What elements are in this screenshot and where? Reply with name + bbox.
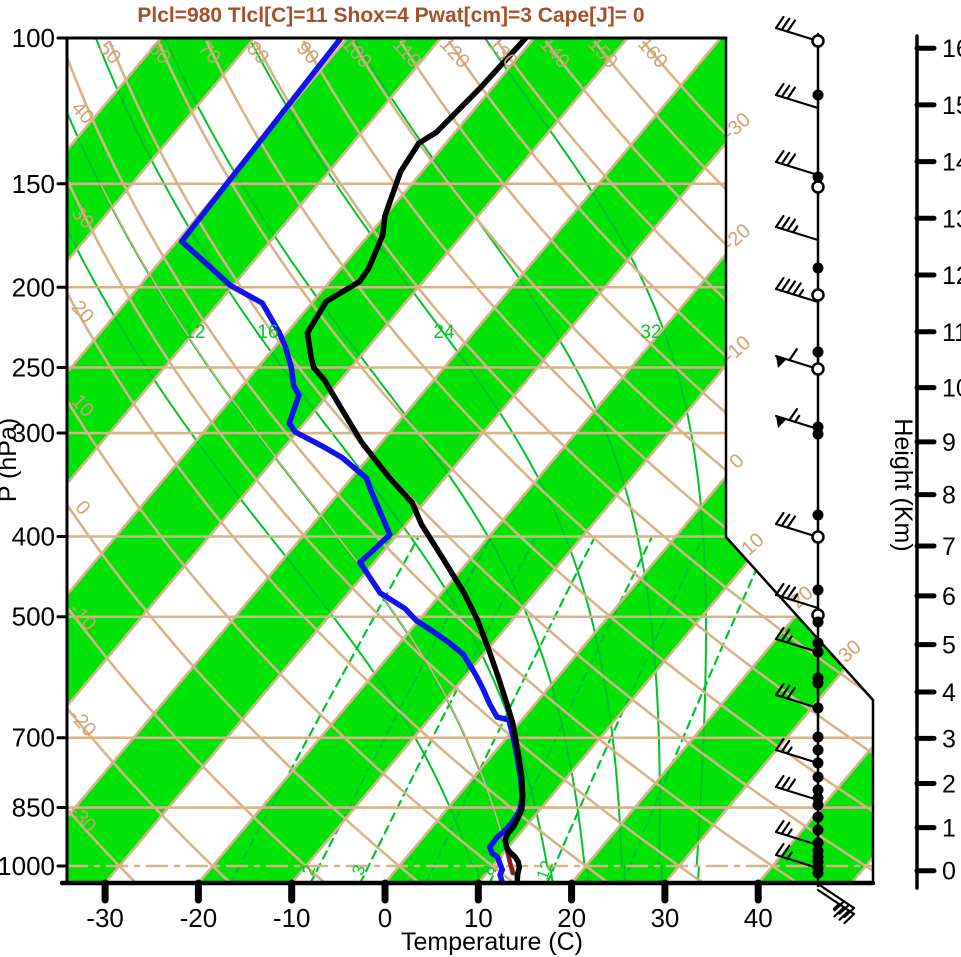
svg-text:P (hPa): P (hPa) (0, 418, 22, 502)
svg-text:40: 40 (744, 903, 773, 933)
svg-text:13: 13 (942, 205, 961, 233)
svg-text:850: 850 (12, 793, 55, 823)
svg-text:Temperature (C): Temperature (C) (401, 928, 583, 956)
sounding-level-dot (812, 428, 824, 440)
mixing-ratio-lines (229, 537, 772, 883)
sounding-level-dot (812, 702, 824, 714)
sounding-level-dot (812, 867, 824, 879)
svg-text:11: 11 (942, 319, 961, 347)
svg-text:1: 1 (942, 815, 956, 843)
sounding-level-circle (811, 34, 825, 48)
sounding-level-dot (812, 799, 824, 811)
plot-border (65, 36, 875, 885)
svg-text:10: 10 (942, 375, 961, 403)
svg-text:16: 16 (942, 35, 961, 63)
sounding-level-dot (812, 509, 824, 521)
svg-text:30: 30 (650, 903, 679, 933)
svg-text:300: 300 (12, 418, 55, 448)
svg-text:-20: -20 (719, 220, 755, 256)
sounding-level-dot (812, 637, 824, 649)
svg-text:5: 5 (942, 632, 956, 660)
svg-text:32: 32 (640, 322, 661, 343)
sounding-level-dot (812, 171, 824, 183)
svg-text:6: 6 (942, 583, 956, 611)
svg-text:3: 3 (942, 725, 956, 753)
svg-text:0: 0 (378, 903, 392, 933)
sounding-level-circle (811, 530, 825, 544)
pressure-axis: 100 150 200 250 300 400 500 700 850 1000 P (hPa) (0, 23, 69, 881)
sounding-level-dot (812, 346, 824, 358)
svg-text:500: 500 (12, 602, 55, 632)
sounding-level-dot (812, 89, 824, 101)
svg-text:14: 14 (942, 149, 961, 177)
svg-text:Height (Km): Height (Km) (889, 418, 917, 551)
svg-text:250: 250 (12, 352, 55, 382)
height-axis: 012345678910111213141516Height (Km) (889, 34, 961, 890)
sounding-level-dot (812, 784, 824, 796)
svg-text:100: 100 (12, 23, 55, 53)
svg-text:200: 200 (12, 272, 55, 302)
sounding-level-dot (812, 584, 824, 596)
svg-text:15: 15 (942, 92, 961, 120)
wind-barb-column (774, 15, 856, 925)
svg-text:2: 2 (942, 770, 956, 798)
svg-text:400: 400 (12, 522, 55, 552)
temperature-axis: -30 -20 -10 0 10 20 30 40 Temperature (C) (59, 879, 876, 956)
sounding-level-circle (811, 288, 825, 302)
svg-text:4: 4 (942, 679, 956, 707)
svg-text:7: 7 (942, 533, 956, 561)
svg-text:-10: -10 (273, 903, 311, 933)
svg-text:0: 0 (725, 450, 748, 474)
svg-text:20: 20 (557, 903, 586, 933)
svg-text:16: 16 (257, 322, 278, 343)
svg-text:9: 9 (942, 429, 956, 457)
svg-text:10: 10 (464, 903, 493, 933)
svg-text:700: 700 (12, 723, 55, 753)
sounding-level-dot (812, 731, 824, 743)
sounding-level-dot (812, 262, 824, 274)
sounding-level-dot (812, 757, 824, 769)
dry-adiabats (67, 40, 873, 883)
sounding-level-dot (812, 646, 824, 658)
sounding-level-dot (812, 811, 824, 823)
svg-text:150: 150 (12, 169, 55, 199)
sounding-level-dot (812, 616, 824, 628)
svg-text:1000: 1000 (0, 851, 55, 881)
sounding-level-circle (811, 180, 825, 194)
svg-text:-30: -30 (86, 903, 124, 933)
chart-title: Plcl=980 Tlcl[C]=11 Shox=4 Pwat[cm]=3 Ca… (137, 4, 644, 27)
svg-text:Plcl=980 Tlcl[C]=11 Shox=4 Pwa: Plcl=980 Tlcl[C]=11 Shox=4 Pwat[cm]=3 Ca… (137, 4, 644, 27)
sounding-level-circle (811, 362, 825, 376)
dewpoint-trace (178, 38, 525, 883)
sounding-level-dot (812, 744, 824, 756)
svg-text:12: 12 (533, 858, 557, 882)
svg-text:8: 8 (942, 482, 956, 510)
temperature-trace (304, 38, 529, 883)
svg-text:24: 24 (433, 322, 455, 343)
svg-text:12: 12 (942, 262, 961, 290)
sounding-level-dot (812, 677, 824, 689)
svg-text:50: 50 (94, 37, 125, 68)
sounding-level-dot (812, 771, 824, 783)
sounding-level-dot (812, 824, 824, 836)
svg-text:0: 0 (942, 858, 956, 886)
svg-text:-20: -20 (180, 903, 218, 933)
sounding-level-dot (812, 837, 824, 849)
svg-text:12: 12 (184, 322, 205, 343)
